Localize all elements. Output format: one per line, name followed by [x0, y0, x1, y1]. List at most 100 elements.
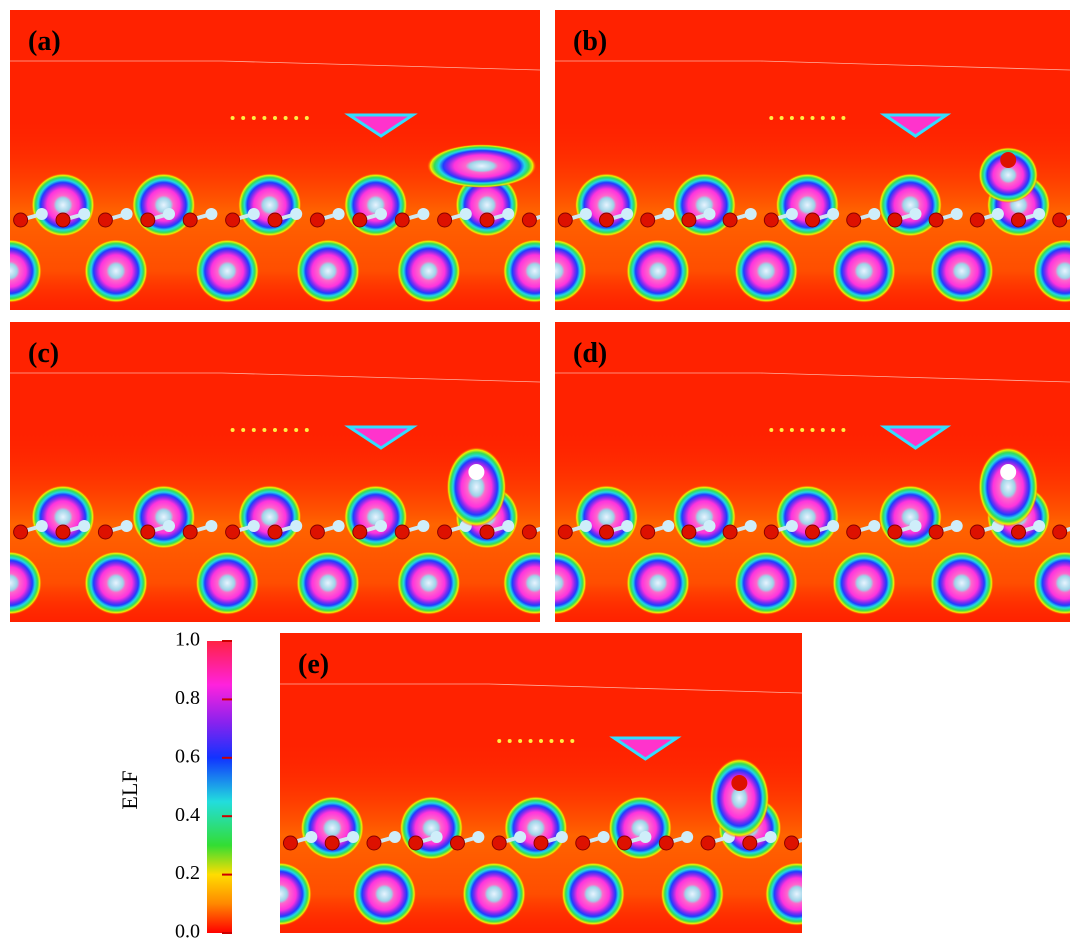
oxygen [282, 835, 298, 851]
atom [417, 520, 430, 532]
atom [621, 520, 634, 532]
elf-ring [296, 551, 360, 615]
dot [810, 428, 815, 432]
atom [785, 208, 798, 220]
dot [841, 116, 846, 120]
atom [35, 208, 48, 220]
atom [597, 831, 610, 843]
atom [247, 208, 260, 220]
elf-panel: (d) [555, 322, 1070, 622]
oxygen [449, 835, 465, 851]
oxygen [13, 524, 29, 540]
molecule-cloud [609, 736, 682, 761]
atom [681, 831, 694, 843]
dot [230, 428, 235, 432]
dot [789, 428, 794, 432]
atom [1033, 520, 1046, 532]
atom [502, 208, 515, 220]
elf-ring [574, 485, 639, 549]
elf-ring [555, 239, 587, 303]
dot [779, 116, 784, 120]
elf-ring [237, 173, 302, 237]
oxygen [309, 524, 325, 540]
adsorbate-atom [1000, 464, 1017, 480]
oxygen [13, 212, 29, 228]
elf-ring [131, 485, 196, 549]
elf-ring [131, 173, 196, 237]
tick-label: 0.8 [175, 687, 200, 709]
atom [950, 208, 963, 220]
dot [283, 428, 288, 432]
oxygen [658, 835, 674, 851]
atom [163, 520, 175, 532]
oxygen [352, 524, 368, 540]
oxygen [182, 524, 198, 540]
molecule-cloud [344, 113, 418, 138]
elf-ring [10, 551, 42, 615]
dot [800, 428, 805, 432]
adsorbate-atom [1000, 152, 1017, 168]
atom [290, 208, 303, 220]
elf-ring [1032, 239, 1070, 303]
elf-ring [832, 551, 896, 615]
oxygen [182, 212, 198, 228]
atom [290, 520, 303, 532]
adsorbate-atom [731, 775, 748, 791]
oxygen [887, 212, 903, 228]
contour-line [555, 60, 1070, 71]
atom [703, 208, 716, 220]
atom [909, 520, 922, 532]
elf-ring [734, 551, 799, 615]
oxygen [225, 524, 241, 540]
elf-panel: (e) [280, 633, 802, 933]
elf-ring [300, 796, 365, 860]
atom [430, 831, 443, 843]
oxygen [722, 524, 738, 540]
molecule-cloud [879, 425, 952, 450]
oxygen [479, 524, 495, 540]
atom [827, 208, 840, 220]
tick-label: 0.2 [175, 862, 200, 884]
atom [703, 520, 716, 532]
elf-ring [672, 173, 737, 237]
oxygen [846, 212, 862, 228]
elf-ring [502, 239, 540, 303]
elf-ring [929, 551, 994, 615]
atom [205, 208, 218, 220]
atom [78, 520, 91, 532]
oxygen [55, 524, 71, 540]
dot [841, 428, 846, 432]
atom [163, 208, 175, 220]
panel-label: (a) [28, 26, 61, 57]
oxygen [140, 524, 156, 540]
elf-ring [775, 485, 840, 549]
oxygen [394, 212, 410, 228]
elf-ring [10, 239, 42, 303]
elf-ring [878, 173, 943, 237]
dot [769, 116, 774, 120]
oxygen [352, 212, 368, 228]
dot [789, 116, 794, 120]
tick-label: 1.0 [175, 629, 200, 651]
elf-ring [399, 796, 464, 860]
oxygen [805, 524, 820, 540]
atom [120, 520, 133, 532]
oxygen [1011, 524, 1026, 540]
dot [507, 739, 512, 743]
adsorbate-cloud [426, 144, 537, 188]
panel-label: (b) [573, 26, 607, 57]
atom [305, 831, 318, 843]
atom [205, 520, 218, 532]
dot [800, 116, 805, 120]
oxygen [969, 212, 985, 228]
panels: (a) (b) (c) (d) (e) [10, 10, 1070, 933]
tick-label: 0.4 [175, 804, 200, 826]
oxygen [437, 212, 453, 228]
oxygen [617, 835, 633, 851]
dot [831, 428, 836, 432]
atom [950, 520, 963, 532]
elf-ring [352, 862, 417, 926]
atom [347, 831, 360, 843]
molecule-cloud [879, 113, 952, 138]
dot [820, 428, 825, 432]
